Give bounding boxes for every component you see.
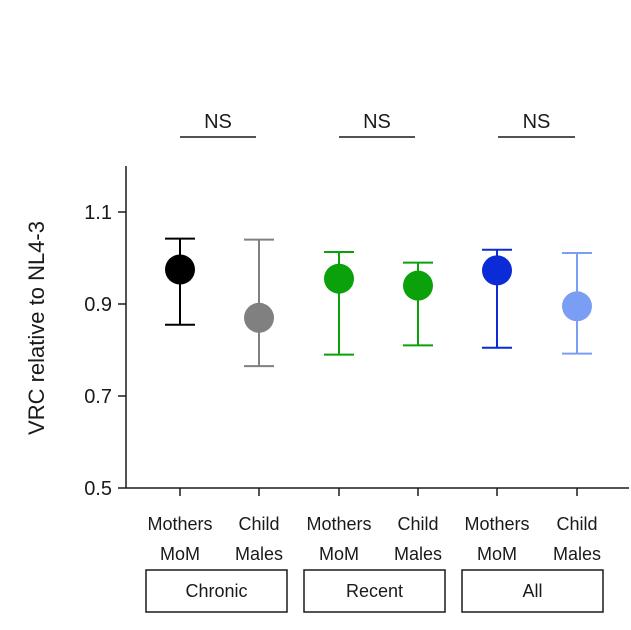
x-tick-label-bottom: Males bbox=[394, 544, 442, 564]
x-tick-label-top: Mothers bbox=[464, 514, 529, 534]
x-tick-label-top: Mothers bbox=[306, 514, 371, 534]
y-ticks: 0.5 0.7 0.9 1.1 bbox=[84, 202, 126, 500]
group-boxes: Chronic Recent All bbox=[145, 569, 604, 613]
y-tick-label: 1.1 bbox=[84, 202, 112, 224]
x-tick-label-bottom: MoM bbox=[477, 544, 517, 564]
mean-point bbox=[482, 255, 512, 286]
data-marks bbox=[165, 237, 592, 368]
mean-point bbox=[324, 263, 354, 294]
y-axis-label: VRC relative to NL4-3 bbox=[24, 221, 49, 435]
group-box bbox=[145, 569, 288, 613]
data-point-group bbox=[324, 251, 354, 356]
group-box bbox=[461, 569, 604, 613]
mean-point bbox=[562, 291, 592, 322]
significance-label: NS bbox=[363, 111, 391, 133]
x-tick-label-bottom: MoM bbox=[160, 544, 200, 564]
group-label: All bbox=[522, 581, 542, 601]
data-point-group bbox=[244, 238, 274, 368]
x-tick-label-top: Child bbox=[397, 514, 438, 534]
significance-annotations: NS NS NS bbox=[180, 111, 575, 138]
x-tick-labels: Mothers MoM Child Males Mothers MoM Child Males… bbox=[147, 488, 601, 564]
significance-label: NS bbox=[204, 111, 232, 133]
x-tick-label-top: Child bbox=[238, 514, 279, 534]
data-point-group bbox=[165, 237, 195, 326]
x-tick-label-bottom: MoM bbox=[319, 544, 359, 564]
data-point-group bbox=[482, 248, 512, 349]
mean-point bbox=[165, 254, 195, 285]
mean-point bbox=[403, 270, 433, 301]
significance-label: NS bbox=[523, 111, 551, 133]
mean-point bbox=[244, 302, 274, 333]
group-box bbox=[303, 569, 446, 613]
y-tick-label: 0.9 bbox=[84, 294, 112, 316]
x-tick-label-bottom: Males bbox=[553, 544, 601, 564]
x-tick-label-top: Mothers bbox=[147, 514, 212, 534]
x-tick-label-bottom: Males bbox=[235, 544, 283, 564]
y-tick-label: 0.5 bbox=[84, 478, 112, 500]
group-label: Chronic bbox=[185, 581, 247, 601]
data-point-group bbox=[403, 261, 433, 347]
group-label: Recent bbox=[346, 581, 403, 601]
y-tick-label: 0.7 bbox=[84, 386, 112, 408]
axes bbox=[125, 166, 629, 489]
x-tick-label-top: Child bbox=[556, 514, 597, 534]
data-point-group bbox=[562, 251, 592, 355]
